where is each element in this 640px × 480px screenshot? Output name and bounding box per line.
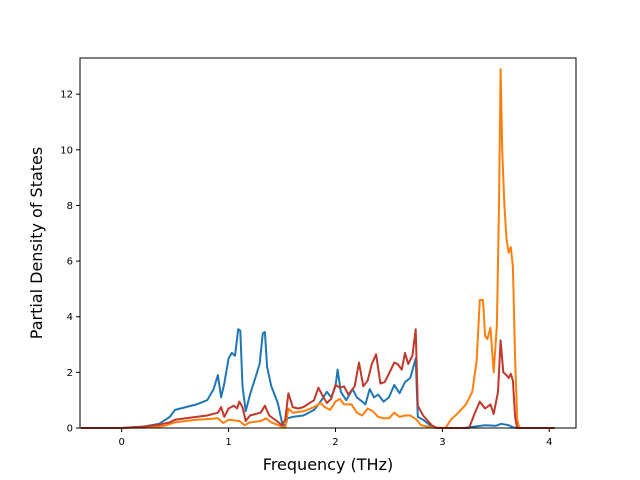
y-tick-label: 6 bbox=[67, 257, 73, 268]
series-line-2 bbox=[81, 68, 555, 429]
series-line-3 bbox=[81, 328, 555, 429]
y-tick-label: 10 bbox=[60, 145, 73, 156]
y-tick-label: 0 bbox=[67, 424, 73, 435]
y-tick-label: 8 bbox=[67, 201, 73, 212]
y-tick-label: 2 bbox=[67, 368, 73, 379]
x-axis-ticks: 0 1 2 3 4 bbox=[119, 428, 552, 448]
x-tick-label: 0 bbox=[119, 437, 125, 448]
x-axis-label: Frequency (THz) bbox=[263, 455, 393, 474]
y-axis-label: Partial Density of States bbox=[27, 147, 46, 339]
plot-frame bbox=[79, 57, 577, 429]
plot-lines bbox=[81, 68, 555, 429]
y-tick-label: 12 bbox=[60, 90, 73, 101]
x-tick-label: 2 bbox=[332, 437, 338, 448]
y-axis-ticks: 0 2 4 6 8 10 12 bbox=[60, 90, 80, 435]
x-tick-label: 4 bbox=[546, 437, 552, 448]
x-tick-label: 3 bbox=[439, 437, 445, 448]
y-tick-label: 4 bbox=[67, 312, 73, 323]
x-tick-label: 1 bbox=[225, 437, 231, 448]
